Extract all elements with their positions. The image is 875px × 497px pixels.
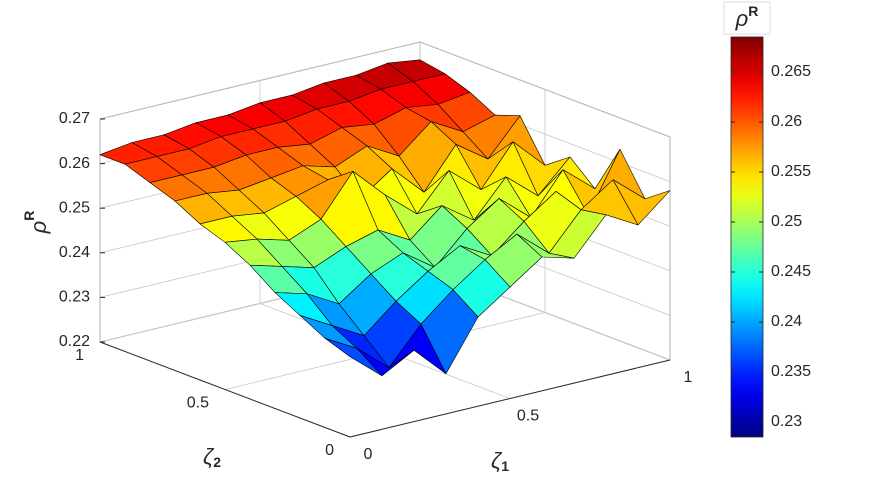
colorbar-tick-label: 0.265 xyxy=(771,63,811,80)
colorbar-tick-label: 0.235 xyxy=(771,363,811,380)
colorbar-tick-label: 0.24 xyxy=(771,313,802,330)
y-axis-label: ζ2 xyxy=(203,444,221,470)
x-tick-label: 0 xyxy=(364,446,373,463)
z-tick-label: 0.27 xyxy=(59,110,90,127)
colorbar xyxy=(730,36,764,438)
y-grid-line xyxy=(224,89,546,390)
y-tick-label: 1 xyxy=(75,347,84,364)
colorbar-tick-label: 0.23 xyxy=(771,413,802,430)
surface-cell xyxy=(324,337,383,377)
z-axis-label: ρR xyxy=(21,211,51,235)
x-axis-label: ζ1 xyxy=(491,448,509,474)
y-tick-label: 0.5 xyxy=(187,395,209,412)
x-tick-label: 0.5 xyxy=(517,408,539,425)
z-tick-label: 0.26 xyxy=(59,155,90,172)
colorbar-label-box xyxy=(723,1,771,35)
colorbar-label: ρR xyxy=(735,3,759,31)
colorbar-tick-label: 0.26 xyxy=(771,113,802,130)
z-tick-label: 0.22 xyxy=(59,333,90,350)
z-tick-label: 0.23 xyxy=(59,289,90,306)
z-tick-label: 0.24 xyxy=(59,244,90,261)
colorbar-tick-label: 0.255 xyxy=(771,163,811,180)
colorbar-tick-label: 0.245 xyxy=(771,263,811,280)
x-axis-line xyxy=(349,359,671,438)
y-tick-label: 0 xyxy=(325,442,334,459)
z-tick-label: 0.25 xyxy=(59,199,90,216)
colorbar-tick-label: 0.25 xyxy=(771,213,802,230)
x-tick-label: 1 xyxy=(684,369,693,386)
y-axis-line xyxy=(99,341,351,438)
